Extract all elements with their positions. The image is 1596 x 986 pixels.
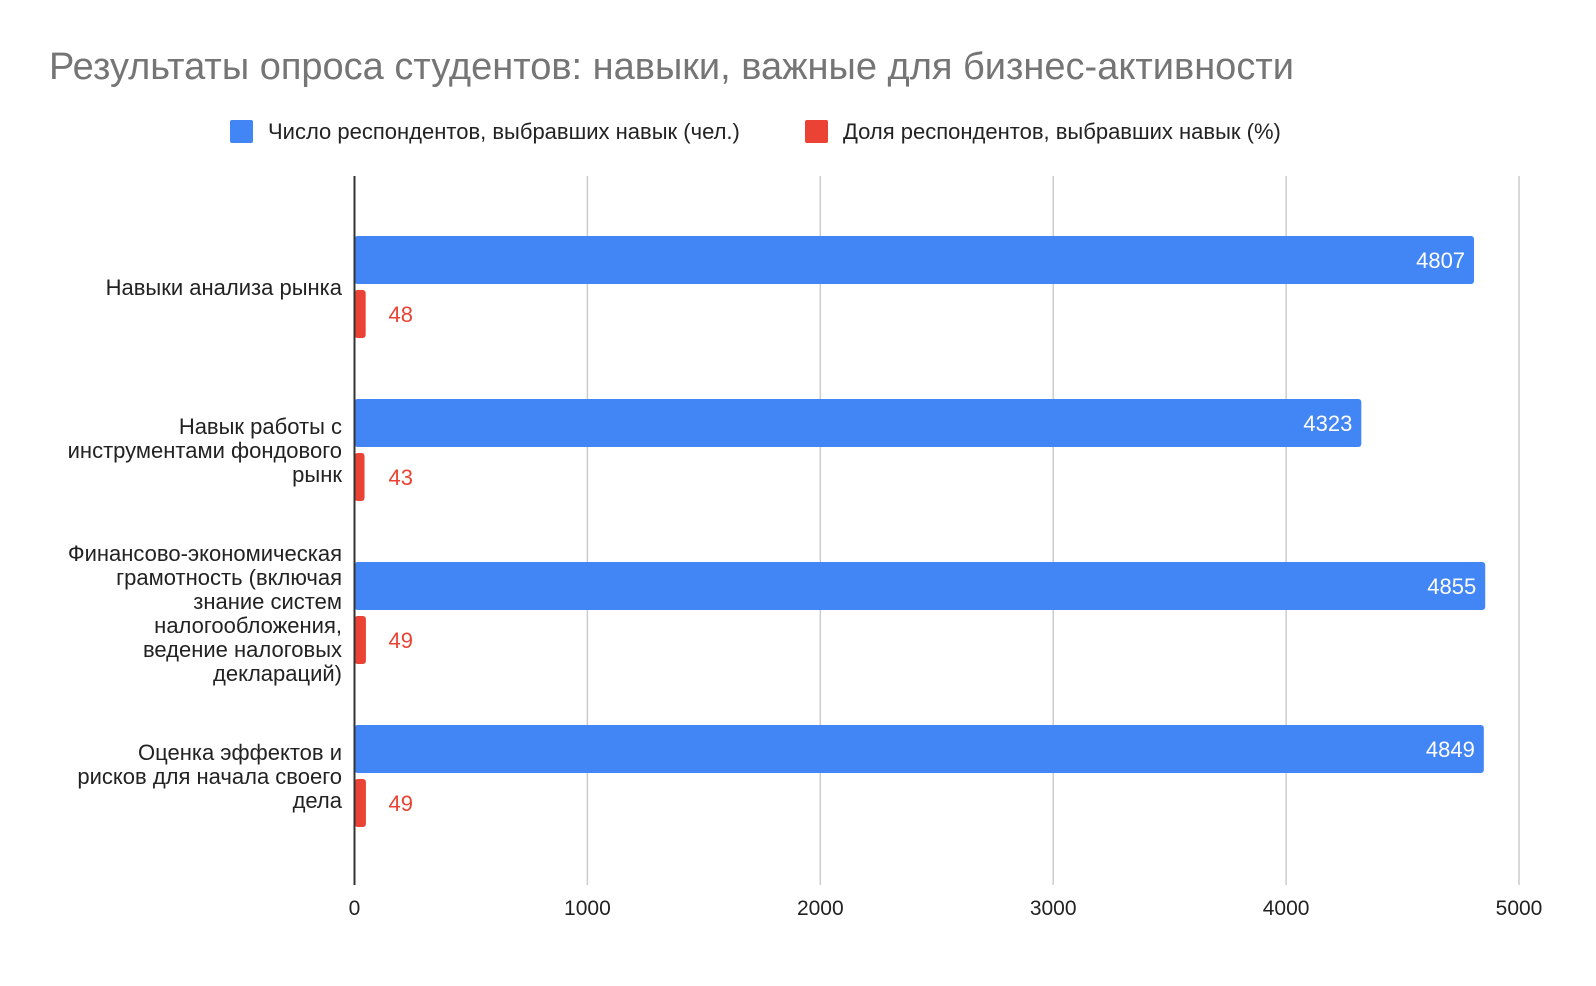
chart-title: Результаты опроса студентов: навыки, важ…: [49, 46, 1294, 88]
category-label: Оценка эффектов и рисков для начала своег…: [77, 740, 342, 813]
legend-label-count: Число респондентов, выбравших навык (чел…: [268, 119, 740, 144]
data-label-count: 4849: [1426, 737, 1475, 762]
data-label-count: 4807: [1416, 248, 1465, 273]
data-label-share: 49: [389, 791, 413, 816]
data-label-share: 49: [389, 628, 413, 653]
x-tick-label: 4000: [1263, 897, 1310, 920]
category-label-line: ведение налоговых: [143, 637, 342, 662]
data-label-count: 4323: [1303, 411, 1352, 436]
bar-share: [354, 779, 366, 827]
category-label-line: налогообложения,: [154, 613, 342, 638]
legend-swatch-count: [230, 120, 253, 143]
category-label-line: знание систем: [193, 589, 342, 614]
category-label: Финансово-экономическая грамотность (вклю…: [68, 541, 342, 686]
category-label-line: Оценка эффектов и: [138, 740, 342, 765]
x-tick-label: 1000: [564, 897, 611, 920]
bar-count: [354, 236, 1475, 284]
category-labels: Навыки анализа рынка Навык работы с инстру…: [68, 275, 343, 813]
bar-count: [354, 399, 1362, 447]
bar-count: [354, 725, 1484, 773]
category-label-line: грамотность (включая: [116, 565, 342, 590]
bar-count: [354, 562, 1486, 610]
category-label-line: Навык работы с: [179, 414, 342, 439]
x-tick-label: 0: [349, 897, 361, 920]
legend-swatch-share: [805, 120, 828, 143]
category-label: Навыки анализа рынка: [106, 275, 343, 300]
data-label-share: 43: [389, 465, 413, 490]
category-label-line: дела: [293, 788, 343, 813]
x-tick-label: 3000: [1030, 897, 1077, 920]
data-label-share: 48: [389, 302, 413, 327]
bars: [354, 236, 1486, 827]
data-label-count: 4855: [1427, 574, 1476, 599]
category-label-line: рынк: [292, 462, 342, 487]
x-tick-label: 2000: [797, 897, 844, 920]
bar-share: [354, 290, 366, 338]
x-tick-label: 5000: [1496, 897, 1543, 920]
bar-share: [354, 616, 366, 664]
bar-share: [354, 453, 365, 501]
legend-label-share: Доля респондентов, выбравших навык (%): [843, 119, 1281, 144]
data-labels: 4807 48 4323 43 4855 49 4849 49: [389, 248, 1477, 816]
category-label-line: Навыки анализа рынка: [106, 275, 343, 300]
category-label: Навык работы с инструментами фондового рын…: [68, 414, 343, 487]
category-label-line: рисков для начала своего: [77, 764, 342, 789]
category-label-line: деклараций): [213, 661, 342, 686]
category-label-line: инструментами фондового: [68, 438, 342, 463]
category-label-line: Финансово-экономическая: [68, 541, 342, 566]
x-axis-ticks: 0 1000 2000 3000 4000 5000: [349, 897, 1543, 920]
legend: Число респондентов, выбравших навык (чел…: [230, 119, 1281, 144]
